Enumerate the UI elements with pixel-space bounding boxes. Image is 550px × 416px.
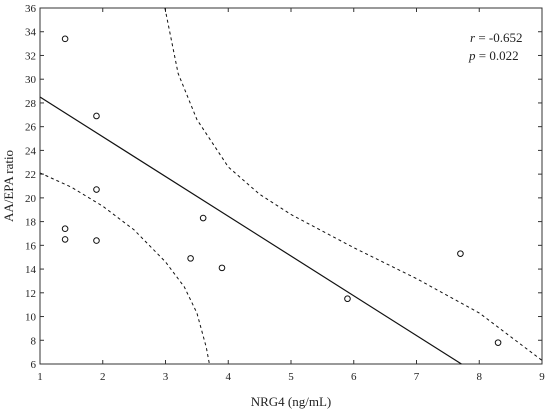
data-point	[344, 295, 351, 303]
data-point	[187, 255, 194, 262]
x-axis-title: NRG4 (ng/mL)	[251, 394, 332, 409]
r-annotation-value: = -0.652	[475, 30, 522, 45]
x-tick-label: 4	[226, 371, 232, 383]
y-tick-label: 26	[25, 122, 37, 134]
p-annotation: p = 0.022	[468, 48, 519, 63]
r-annotation-label: r	[470, 30, 476, 45]
y-tick-label: 14	[25, 264, 37, 276]
data-point	[457, 250, 464, 257]
p-annotation-label: p	[468, 48, 476, 63]
data-point	[199, 214, 207, 222]
data-point	[494, 339, 502, 346]
data-point	[61, 225, 69, 233]
x-tick-label: 5	[288, 371, 294, 383]
y-tick-label: 28	[25, 98, 37, 110]
x-tick-label: 1	[37, 371, 43, 383]
regression-line-layer	[39, 96, 462, 365]
y-axis-title: AA/EPA ratio	[1, 150, 16, 222]
x-tick-label: 6	[351, 371, 357, 383]
y-tick-label: 12	[25, 288, 36, 300]
y-tick-label: 10	[25, 312, 37, 324]
upper-confidence-band	[164, 7, 543, 361]
x-tick-label: 7	[414, 371, 420, 383]
data-point	[61, 35, 69, 43]
confidence-bands	[39, 7, 543, 365]
x-tick-label: 2	[100, 371, 106, 383]
data-point	[93, 186, 100, 193]
y-tick-label: 18	[25, 217, 37, 229]
p-annotation-value: = 0.022	[476, 48, 519, 63]
y-tick-label: 24	[25, 145, 37, 157]
data-point	[93, 112, 100, 120]
lower-confidence-band	[39, 172, 210, 365]
y-tick-label: 20	[25, 193, 37, 205]
y-tick-label: 36	[25, 3, 37, 15]
data-point	[93, 237, 100, 244]
data-point	[218, 264, 226, 272]
data-point	[61, 236, 69, 243]
y-tick-label: 32	[25, 50, 36, 62]
r-annotation: r = -0.652	[470, 30, 522, 45]
y-tick-label: 6	[31, 359, 37, 371]
data-points	[61, 35, 502, 346]
regression-line	[39, 96, 462, 365]
y-tick-label: 22	[25, 169, 36, 181]
y-tick-label: 16	[25, 240, 37, 252]
x-tick-label: 3	[163, 371, 169, 383]
y-tick-label: 30	[25, 74, 37, 86]
y-tick-label: 34	[25, 27, 37, 39]
x-tick-label: 9	[539, 371, 545, 383]
x-tick-label: 8	[477, 371, 483, 383]
plot-frame	[39, 7, 543, 365]
y-tick-label: 8	[31, 335, 37, 347]
